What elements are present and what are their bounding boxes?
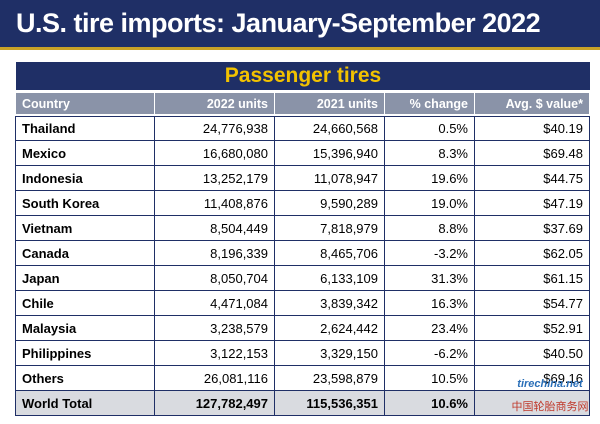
country-cell: Thailand xyxy=(16,116,155,141)
table-cell: 26,081,116 xyxy=(155,366,275,391)
table-cell: $52.91 xyxy=(475,316,590,341)
watermark-name: 中国轮胎商务网 xyxy=(511,401,589,413)
country-cell: South Korea xyxy=(16,191,155,216)
table-cell: $47.19 xyxy=(475,191,590,216)
table-cell: 16.3% xyxy=(385,291,475,316)
table-cell: 3,329,150 xyxy=(275,341,385,366)
table-cell: 23.4% xyxy=(385,316,475,341)
table-cell: $40.19 xyxy=(475,116,590,141)
table-cell: 127,782,497 xyxy=(155,391,275,416)
watermark: tirechina.net 中国轮胎商务网 xyxy=(505,378,595,414)
table-cell: $44.75 xyxy=(475,166,590,191)
table-cell: -3.2% xyxy=(385,241,475,266)
table-cell: 8,465,706 xyxy=(275,241,385,266)
country-cell: Mexico xyxy=(16,141,155,166)
subtitle-bar: Passenger tires xyxy=(16,62,590,90)
country-cell: Others xyxy=(16,366,155,391)
table-cell: 11,408,876 xyxy=(155,191,275,216)
header-cell: Avg. $ value* xyxy=(475,93,590,115)
table-cell: 2,624,442 xyxy=(275,316,385,341)
table-cell: $54.77 xyxy=(475,291,590,316)
table-cell: $61.15 xyxy=(475,266,590,291)
table-cell: 8,196,339 xyxy=(155,241,275,266)
country-cell: World Total xyxy=(16,391,155,416)
table-cell: 3,839,342 xyxy=(275,291,385,316)
table-cell: 16,680,080 xyxy=(155,141,275,166)
table-cell: $37.69 xyxy=(475,216,590,241)
table-cell: 11,078,947 xyxy=(275,166,385,191)
table-cell: 9,590,289 xyxy=(275,191,385,216)
country-cell: Vietnam xyxy=(16,216,155,241)
table-cell: 8.3% xyxy=(385,141,475,166)
header-cell: 2021 units xyxy=(275,93,385,115)
table-cell: 19.6% xyxy=(385,166,475,191)
country-cell: Indonesia xyxy=(16,166,155,191)
watermark-logo: tirechina.net xyxy=(517,378,583,390)
header-cell: % change xyxy=(385,93,475,115)
table-cell: 8.8% xyxy=(385,216,475,241)
title: U.S. tire imports: January-September 202… xyxy=(16,8,541,38)
table-cell: 15,396,940 xyxy=(275,141,385,166)
table-cell: $40.50 xyxy=(475,341,590,366)
header-cell: Country xyxy=(16,93,155,115)
table-cell: 3,122,153 xyxy=(155,341,275,366)
table-cell: 10.5% xyxy=(385,366,475,391)
country-cell: Philippines xyxy=(16,341,155,366)
table-cell: 3,238,579 xyxy=(155,316,275,341)
table-cell: 8,504,449 xyxy=(155,216,275,241)
table-cell: 24,776,938 xyxy=(155,116,275,141)
table-cell: $69.48 xyxy=(475,141,590,166)
table-cell: 31.3% xyxy=(385,266,475,291)
table-cell: 13,252,179 xyxy=(155,166,275,191)
table-cell: 24,660,568 xyxy=(275,116,385,141)
table-cell: 7,818,979 xyxy=(275,216,385,241)
country-cell: Canada xyxy=(16,241,155,266)
title-bar: U.S. tire imports: January-September 202… xyxy=(0,0,600,50)
country-cell: Japan xyxy=(16,266,155,291)
table-cell: 115,536,351 xyxy=(275,391,385,416)
subtitle: Passenger tires xyxy=(224,64,382,87)
table-cell: 4,471,084 xyxy=(155,291,275,316)
table-cell: 0.5% xyxy=(385,116,475,141)
table-cell: 8,050,704 xyxy=(155,266,275,291)
table-cell: $69.16 xyxy=(475,366,590,391)
table-cell: 6,133,109 xyxy=(275,266,385,291)
country-cell: Malaysia xyxy=(16,316,155,341)
table-cell xyxy=(475,391,590,416)
table-cell: $62.05 xyxy=(475,241,590,266)
country-cell: Chile xyxy=(16,291,155,316)
header-cell: 2022 units xyxy=(155,93,275,115)
table-cell: 19.0% xyxy=(385,191,475,216)
table-cell: 10.6% xyxy=(385,391,475,416)
table-cell: -6.2% xyxy=(385,341,475,366)
table-cell: 23,598,879 xyxy=(275,366,385,391)
